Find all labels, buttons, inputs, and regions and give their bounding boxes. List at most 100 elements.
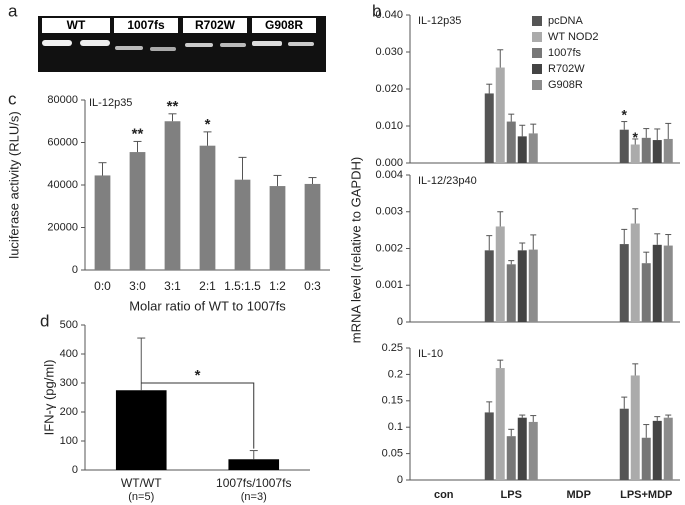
bar bbox=[619, 408, 629, 480]
band bbox=[80, 40, 110, 46]
bar bbox=[269, 186, 286, 270]
y-tick-label: 0 bbox=[397, 316, 403, 328]
y-tick-label: 0 bbox=[397, 474, 403, 486]
lane-label: G908R bbox=[265, 18, 303, 32]
x-tick-label: 0:3 bbox=[304, 279, 321, 293]
y-tick-label: 0.05 bbox=[382, 448, 403, 460]
lane-box bbox=[252, 18, 316, 33]
bar bbox=[663, 245, 673, 322]
bar bbox=[517, 136, 527, 163]
x-tick-label: 3:0 bbox=[129, 279, 146, 293]
y-tick-label: 0.2 bbox=[388, 368, 403, 380]
bar bbox=[484, 250, 494, 322]
legend-swatch bbox=[532, 80, 542, 90]
panel-title: IL-12/23p40 bbox=[418, 175, 477, 187]
legend-swatch bbox=[532, 16, 542, 26]
band bbox=[288, 42, 314, 46]
panel-label: d bbox=[40, 311, 49, 330]
bar bbox=[517, 417, 527, 480]
band bbox=[185, 43, 213, 47]
legend-label: R702W bbox=[548, 63, 585, 75]
panel-label: a bbox=[8, 1, 18, 20]
bar bbox=[495, 226, 505, 322]
x-tick-label: WT/WT bbox=[121, 476, 162, 490]
lane-box bbox=[183, 18, 247, 33]
band bbox=[115, 46, 143, 50]
x-tick-note: (n=5) bbox=[128, 491, 154, 503]
y-tick-label: 500 bbox=[60, 319, 78, 331]
bar bbox=[115, 390, 167, 470]
y-tick-label: 200 bbox=[60, 406, 78, 418]
y-tick-label: 0.000 bbox=[375, 157, 403, 169]
lane-label: R702W bbox=[195, 18, 236, 32]
bar bbox=[652, 244, 662, 322]
bar bbox=[652, 140, 662, 163]
legend-swatch bbox=[532, 64, 542, 74]
y-tick-label: 0.1 bbox=[388, 421, 403, 433]
bar bbox=[663, 138, 673, 163]
legend-label: G908R bbox=[548, 79, 583, 91]
panel-label: c bbox=[8, 89, 17, 108]
x-tick-label: 0:0 bbox=[94, 279, 111, 293]
y-axis-label: mRNA level (relative to GAPDH) bbox=[348, 157, 363, 343]
y-tick-label: 0.020 bbox=[375, 83, 403, 95]
x-tick-label: 1:2 bbox=[269, 279, 286, 293]
legend-label: 1007fs bbox=[548, 47, 582, 59]
significance: * bbox=[205, 116, 211, 133]
comparison-mark: * bbox=[195, 367, 201, 384]
lane-box bbox=[114, 18, 178, 33]
bar bbox=[641, 263, 651, 322]
gel: WT 1007fs R702W G908R bbox=[38, 16, 326, 72]
bar bbox=[619, 129, 629, 163]
bar bbox=[517, 250, 527, 322]
x-tick-label: 2:1 bbox=[199, 279, 216, 293]
bar bbox=[94, 175, 111, 270]
y-tick-label: 40000 bbox=[47, 179, 78, 191]
significance: ** bbox=[167, 98, 179, 115]
x-tick-label: MDP bbox=[567, 489, 591, 501]
y-tick-label: 0.25 bbox=[382, 342, 403, 354]
bar bbox=[506, 436, 516, 480]
y-tick-label: 100 bbox=[60, 435, 78, 447]
panel-title: IL-12p35 bbox=[418, 15, 461, 27]
y-tick-label: 0 bbox=[72, 264, 78, 276]
lane-label: 1007fs bbox=[127, 18, 165, 32]
y-tick-label: 0.030 bbox=[375, 46, 403, 58]
y-tick-label: 0.010 bbox=[375, 120, 403, 132]
band bbox=[220, 43, 246, 47]
y-tick-label: 80000 bbox=[47, 94, 78, 106]
bar bbox=[484, 93, 494, 163]
band bbox=[252, 41, 282, 46]
band bbox=[150, 47, 176, 51]
legend-label: WT NOD2 bbox=[548, 31, 599, 43]
bar bbox=[630, 144, 640, 163]
bar bbox=[199, 145, 216, 270]
y-tick-label: 400 bbox=[60, 348, 78, 360]
legend-swatch bbox=[532, 48, 542, 58]
significance: ** bbox=[132, 125, 144, 142]
bar bbox=[528, 133, 538, 163]
lane-label: WT bbox=[67, 18, 86, 32]
lane-box bbox=[42, 18, 110, 33]
y-axis-label: IFN-γ (pg/ml) bbox=[41, 360, 56, 436]
significance: * bbox=[622, 106, 628, 122]
x-tick-label: LPS+MDP bbox=[620, 489, 672, 501]
bar bbox=[630, 223, 640, 322]
panel-label: b bbox=[372, 1, 381, 20]
bar bbox=[506, 264, 516, 322]
bar bbox=[506, 121, 516, 163]
bar bbox=[228, 459, 280, 470]
legend-swatch bbox=[532, 32, 542, 42]
bar bbox=[619, 244, 629, 322]
bar bbox=[484, 412, 494, 480]
bar bbox=[234, 179, 251, 270]
bar bbox=[528, 421, 538, 480]
y-tick-label: 0.004 bbox=[375, 169, 403, 181]
bar bbox=[641, 437, 651, 480]
comparison-bracket bbox=[141, 382, 255, 449]
x-tick-label: 3:1 bbox=[164, 279, 181, 293]
y-tick-label: 0.001 bbox=[375, 279, 403, 291]
x-tick-label: 1007fs/1007fs bbox=[216, 476, 291, 490]
bar bbox=[304, 183, 321, 270]
bar bbox=[495, 368, 505, 480]
